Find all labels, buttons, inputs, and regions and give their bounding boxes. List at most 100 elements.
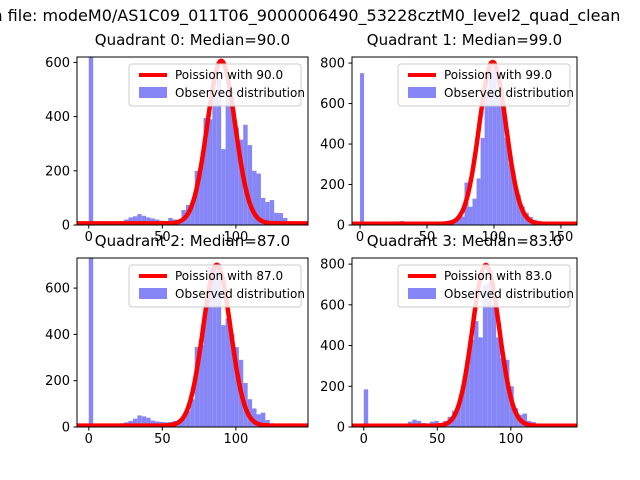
y-tick-label: 200: [45, 164, 70, 179]
quadrant-1-chart: Poission with 99.0 Observed distribution 0…: [320, 56, 578, 245]
histogram-bar: [476, 178, 481, 225]
x-tick-label: 100: [498, 432, 523, 447]
histogram-bar: [88, 258, 94, 427]
histogram-bar: [137, 214, 142, 225]
histogram-bar: [88, 57, 94, 225]
histogram-bar: [212, 264, 217, 427]
histogram-bar: [491, 304, 497, 427]
x-tick-label: 100: [482, 230, 507, 245]
poisson-curve: [352, 262, 577, 427]
histogram-bar: [230, 104, 235, 225]
x-tick-label: 0: [360, 432, 368, 447]
histogram-bar: [363, 389, 369, 427]
histogram-bar: [516, 194, 521, 225]
histogram-bar: [221, 325, 226, 427]
histogram-bar: [203, 306, 208, 427]
y-tick-label: 600: [45, 282, 70, 297]
x-tick-label: 50: [429, 432, 446, 447]
histogram-bar: [137, 415, 142, 427]
histogram-bar: [274, 212, 279, 225]
legend-label-observed: Observed distribution: [444, 86, 574, 100]
histogram-bar: [203, 117, 208, 225]
histogram-bar: [225, 97, 231, 225]
histogram-bar: [278, 213, 283, 225]
plot-area: [77, 258, 308, 427]
legend-patch-swatch: [408, 87, 436, 98]
axes-spines: [351, 257, 578, 428]
histogram-bar: [480, 137, 485, 225]
histogram-bar: [512, 182, 517, 225]
histogram-bar: [456, 218, 461, 225]
histogram-bar: [504, 359, 510, 427]
histogram-bar: [199, 165, 204, 225]
x-tick-label: 100: [223, 230, 248, 245]
quadrant-2-chart: Poission with 87.0 Observed distribution 0…: [45, 257, 309, 447]
histogram-bar: [216, 78, 222, 225]
histogram-bar: [465, 359, 470, 427]
histogram-bar: [492, 67, 497, 225]
legend-label-poisson: Poission with 87.0: [175, 269, 283, 283]
histogram-bar: [181, 416, 186, 427]
legend-label-poisson: Poission with 99.0: [444, 68, 552, 82]
histogram-bar: [496, 337, 501, 427]
histogram-bar: [482, 284, 488, 427]
x-tick-label: 0: [85, 432, 93, 447]
quadrant-0-title: Quadrant 0: Median=90.0: [94, 31, 291, 49]
quadrant-1-plot: Poission with 99.0 Observed distribution 0…: [320, 56, 578, 245]
histogram-bar: [468, 206, 473, 225]
histogram-bar: [252, 170, 257, 225]
histogram-bar: [456, 404, 461, 427]
histogram-bar: [221, 149, 226, 225]
histogram-bar: [194, 170, 200, 225]
histogram-bar: [207, 267, 213, 427]
legend: Poission with 99.0 Observed distribution: [397, 63, 574, 107]
histogram-bar: [238, 139, 244, 225]
histogram-bar: [469, 339, 475, 427]
y-tick-label: 200: [45, 374, 70, 389]
histogram-bar: [185, 410, 191, 427]
x-tick-label: 50: [419, 230, 436, 245]
legend-label-observed: Observed distribution: [175, 86, 305, 100]
histogram-bar: [484, 91, 489, 225]
quadrant-0-chart: Poission with 90.0 Observed distribution 0…: [45, 56, 309, 245]
y-tick-label: 600: [320, 97, 345, 112]
quadrant-3-title: Quadrant 3: Median=83.0: [366, 232, 563, 250]
histogram-bar: [260, 412, 266, 427]
histogram-bar: [141, 416, 147, 427]
y-tick-label: 400: [320, 339, 345, 354]
y-tick-label: 400: [45, 328, 70, 343]
x-tick-label: 50: [154, 432, 171, 447]
histogram-bar: [496, 95, 501, 225]
histogram-bar: [500, 103, 505, 225]
histogram-bar: [225, 318, 231, 427]
y-tick-label: 600: [45, 56, 70, 71]
y-tick-label: 200: [320, 380, 345, 395]
histogram-bar: [141, 215, 147, 225]
histogram-bar: [478, 337, 483, 427]
axes-spines: [351, 56, 578, 226]
histogram-bar: [360, 73, 365, 225]
legend: Poission with 83.0 Observed distribution: [397, 264, 574, 308]
histogram-bar: [474, 321, 479, 427]
quadrant-2-plot: Poission with 87.0 Observed distribution 0…: [45, 257, 309, 447]
legend-label-poisson: Poission with 83.0: [444, 269, 552, 283]
y-tick-label: 0: [337, 421, 345, 436]
histogram-bar: [146, 417, 151, 427]
quadrant-3-plot: Poission with 83.0 Observed distribution 0…: [320, 257, 578, 447]
histogram-bar: [256, 173, 261, 225]
histogram-bar: [247, 145, 253, 225]
histogram-bar: [190, 399, 195, 427]
legend: Poission with 90.0 Observed distribution: [128, 63, 305, 107]
histogram-bar: [412, 419, 417, 427]
plot-area: [352, 262, 577, 427]
histogram-bar: [194, 347, 200, 427]
histogram-bar: [234, 347, 239, 427]
histogram-bar: [132, 418, 138, 427]
y-tick-label: 200: [320, 178, 345, 193]
legend-patch-swatch: [139, 87, 167, 98]
y-tick-label: 0: [62, 421, 70, 436]
histogram-bar: [460, 216, 465, 225]
x-tick-label: 0: [356, 230, 364, 245]
y-tick-label: 800: [320, 258, 345, 273]
